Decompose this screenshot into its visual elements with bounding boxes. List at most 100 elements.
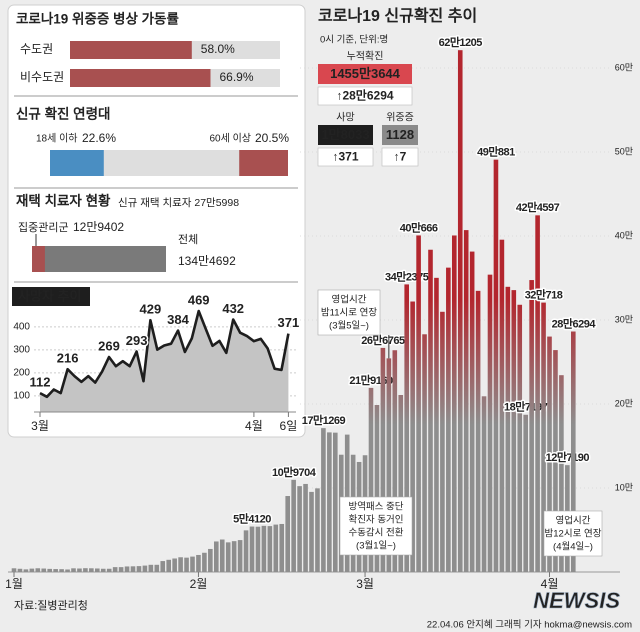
bar [469, 251, 475, 572]
category-label: 60세 이상 [209, 133, 251, 145]
bar [487, 274, 493, 572]
bar [475, 290, 481, 572]
bar [59, 569, 64, 572]
value-label: 293 [126, 333, 148, 348]
annotation-text: (3월5일~) [329, 320, 369, 332]
bar [440, 311, 445, 572]
stat-value: 1만8033 [321, 127, 369, 142]
source: 자료:질병관리청 [14, 599, 88, 612]
bar [481, 396, 487, 572]
stat-box [318, 125, 373, 145]
bar [380, 347, 386, 572]
stat-change-box [317, 147, 374, 167]
bar [547, 336, 552, 572]
value-label: 22.6% [82, 131, 116, 145]
category-label: 18세 이하 [36, 132, 78, 145]
value-label: 5만4120 [233, 511, 271, 525]
bar [178, 557, 183, 572]
bar [446, 267, 451, 572]
annotation-box [543, 510, 603, 557]
annotation-text: 영업시간 [556, 515, 591, 527]
value-label: 112 [30, 375, 51, 390]
value-label: 17만1269 [302, 413, 346, 427]
bar [11, 568, 17, 572]
row-label: 비수도권 [20, 70, 64, 84]
bar [214, 541, 219, 572]
section-subtitle: 신규 재택 치료자 27만5998 [118, 197, 239, 209]
bar [333, 432, 338, 572]
bar [89, 568, 94, 572]
bar [452, 235, 457, 573]
value-label: 62만1205 [439, 35, 483, 49]
value-label: 49만881 [477, 145, 515, 159]
value-label: 432 [222, 301, 244, 316]
bar [392, 350, 398, 572]
annotation-box [339, 496, 413, 556]
bar [53, 569, 58, 572]
value-label: 384 [167, 312, 189, 327]
bar [535, 215, 540, 573]
y-tick-label: 400 [13, 322, 30, 333]
bar [17, 568, 23, 572]
bar [47, 568, 52, 572]
section-title: 재택 치료자 현황 [16, 193, 111, 209]
stat-label: 위중증 [386, 111, 414, 124]
bar [70, 69, 211, 87]
value-label: 134만4692 [178, 254, 236, 268]
bar [95, 568, 100, 572]
bar [71, 568, 76, 572]
value-label: 42만4597 [516, 200, 560, 214]
area [40, 311, 289, 412]
value-label: 66.9% [219, 70, 253, 84]
bar [50, 150, 104, 176]
stat-label: 사망 [336, 112, 354, 124]
value-label: 10만9704 [272, 465, 317, 479]
bar [124, 566, 130, 572]
bar [559, 375, 564, 572]
bar [100, 568, 106, 572]
bar [184, 557, 189, 572]
bar [208, 548, 213, 572]
bar [231, 541, 237, 572]
value-label: 12만9402 [73, 220, 124, 234]
bar [29, 568, 35, 572]
bar [112, 567, 118, 572]
bar [386, 358, 392, 572]
value-label: 12만7190 [546, 450, 590, 464]
bar [434, 277, 439, 572]
stat-box [382, 125, 418, 145]
stat-change: ↑371 [332, 150, 358, 164]
annotation-box [317, 289, 381, 336]
section-title: 신규 확진 연령대 [16, 106, 110, 122]
y-tick-label: 60만 [615, 62, 633, 72]
stat-label: 누적확진 [347, 51, 384, 63]
stat-change: ↑28만6294 [336, 88, 393, 103]
stat-value: 1455만3644 [330, 66, 401, 81]
bar [309, 491, 314, 572]
x-tick-label: 3월 [356, 577, 374, 591]
bar [70, 41, 192, 59]
bar [249, 526, 255, 572]
y-tick-label: 50만 [615, 146, 633, 156]
y-tick-label: 40만 [615, 230, 633, 240]
value-label: 216 [57, 351, 79, 366]
bar [463, 230, 469, 572]
bar [32, 246, 45, 272]
value-label: 18만7197 [504, 400, 548, 414]
bar [154, 564, 160, 572]
bar [41, 568, 47, 572]
bar [196, 554, 201, 572]
bar [255, 526, 261, 572]
category-label: 집중관리군 [18, 221, 69, 234]
bar [404, 284, 409, 572]
bar [327, 432, 332, 572]
y-tick-label: 20만 [615, 398, 633, 408]
category-label: 전체 [178, 233, 198, 246]
y-tick-label: 300 [13, 345, 30, 356]
annotation-text: 밤12시로 연장 [545, 529, 602, 540]
bar [529, 280, 534, 572]
bar [505, 286, 511, 572]
bar [428, 249, 433, 572]
